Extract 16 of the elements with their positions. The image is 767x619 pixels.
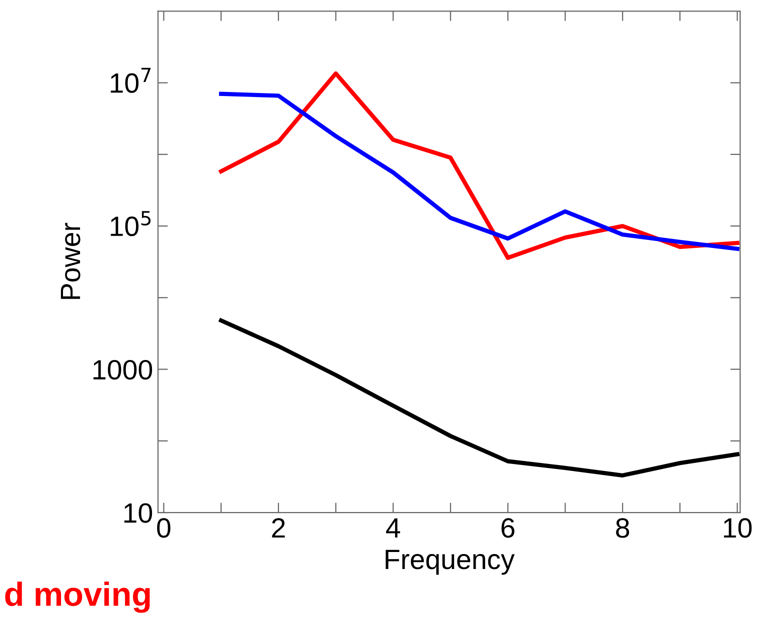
y-tick-label: 1000	[93, 360, 152, 380]
y-tick-label: 10$^{7}$	[110, 68, 151, 93]
line-series	[219, 318, 740, 478]
x-tick-label: 4	[386, 518, 400, 538]
line-series	[219, 71, 740, 260]
y-tick-label: 10	[124, 503, 152, 523]
y-tick-label: 10$^{5}$	[110, 211, 151, 236]
line-series	[219, 92, 740, 251]
x-tick-label: 10	[724, 518, 752, 538]
x-tick-label: 0	[157, 518, 170, 538]
x-tick-label: 8	[616, 518, 630, 538]
x-tick-label: 6	[502, 518, 514, 538]
x-axis-title: Frequency	[386, 550, 515, 575]
y-axis-title: Power	[60, 222, 80, 299]
text: d moving	[5, 582, 150, 613]
x-tick-label: 2	[272, 518, 285, 538]
